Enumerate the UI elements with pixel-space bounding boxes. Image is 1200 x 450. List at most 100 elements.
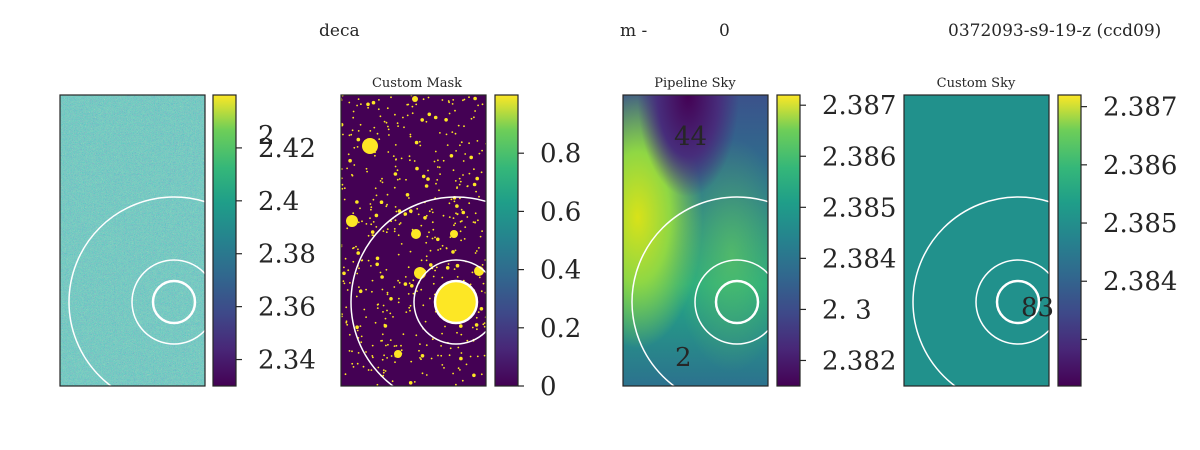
mask-pixel bbox=[370, 265, 372, 267]
mask-pixel bbox=[434, 116, 437, 119]
mask-pixel bbox=[465, 363, 468, 366]
mask-pixel bbox=[345, 321, 348, 324]
mask-pixel bbox=[379, 271, 382, 274]
mask-pixel bbox=[454, 180, 457, 182]
mask-pixel bbox=[452, 217, 455, 220]
mask-pixel bbox=[420, 224, 423, 227]
mask-pixel bbox=[395, 210, 398, 213]
mask-pixel bbox=[462, 99, 464, 102]
mask-pixel bbox=[367, 234, 370, 237]
mask-pixel bbox=[449, 154, 454, 158]
mask-pixel bbox=[474, 323, 479, 327]
mask-pixel bbox=[463, 98, 466, 101]
mask-pixel bbox=[402, 116, 404, 119]
mask-pixel bbox=[420, 354, 425, 358]
mask-pixel bbox=[458, 177, 461, 180]
colorbar-2: 0 0.2 0.4 0.6 0.8 bbox=[494, 94, 581, 402]
mask-pixel bbox=[347, 153, 350, 156]
mask-pixel bbox=[409, 209, 413, 213]
mask-pixel bbox=[425, 259, 428, 262]
mask-pixel bbox=[416, 290, 418, 292]
mask-pixel bbox=[356, 329, 359, 332]
mask-pixel bbox=[456, 331, 458, 334]
mask-pixel bbox=[410, 360, 413, 363]
mask-pixel bbox=[415, 166, 419, 171]
mask-pixel bbox=[408, 155, 411, 158]
mask-pixel bbox=[459, 356, 463, 361]
mask-pixel bbox=[453, 268, 456, 270]
mask-pixel bbox=[375, 194, 378, 197]
mask-pixel bbox=[441, 332, 443, 335]
colorbar-tick-label: 2.36 bbox=[258, 293, 316, 323]
mask-pixel bbox=[474, 221, 477, 224]
mask-pixel bbox=[468, 202, 471, 205]
mask-pixel bbox=[362, 365, 365, 368]
mask-pixel bbox=[461, 210, 466, 215]
mask-pixel bbox=[459, 197, 461, 200]
mask-pixel bbox=[463, 125, 465, 128]
mask-pixel bbox=[436, 237, 440, 242]
mask-pixel bbox=[475, 316, 478, 319]
mask-pixel bbox=[434, 236, 436, 239]
mask-pixel bbox=[468, 172, 471, 175]
mask-pixel bbox=[453, 200, 456, 203]
mask-pixel bbox=[374, 321, 377, 324]
mask-pixel bbox=[439, 248, 442, 250]
masked-source bbox=[412, 96, 418, 102]
mask-pixel bbox=[371, 279, 374, 282]
colorbar-gradient bbox=[213, 95, 236, 386]
mask-pixel bbox=[457, 124, 460, 127]
mask-pixel bbox=[442, 159, 445, 162]
mask-pixel bbox=[381, 358, 384, 361]
mask-pixel bbox=[409, 250, 412, 253]
mask-pixel bbox=[439, 132, 441, 134]
mask-pixel bbox=[370, 206, 373, 209]
masked-source bbox=[450, 230, 458, 238]
mask-pixel bbox=[382, 374, 385, 377]
mask-pixel bbox=[451, 131, 454, 134]
mask-pixel bbox=[454, 222, 457, 225]
mask-pixel bbox=[420, 118, 425, 122]
mask-pixel bbox=[389, 339, 392, 341]
mask-pixel bbox=[455, 383, 457, 386]
panel-custom-mask bbox=[340, 94, 487, 387]
annulus-circles bbox=[68, 196, 205, 386]
mask-pixel bbox=[474, 252, 477, 254]
colorbar-tick-label: 0.2 bbox=[540, 314, 581, 344]
mask-pixel bbox=[379, 200, 384, 204]
mask-pixel bbox=[360, 335, 363, 338]
mask-pixel bbox=[415, 334, 418, 337]
mask-pixel bbox=[353, 146, 356, 149]
inner-circle bbox=[714, 279, 760, 325]
inner-circle bbox=[151, 279, 197, 325]
panel-frame bbox=[622, 94, 769, 387]
colorbar-tick-label: 2.387 bbox=[1103, 93, 1177, 123]
mask-pixel bbox=[355, 295, 358, 298]
mask-pixel bbox=[475, 250, 478, 252]
mask-pixel bbox=[396, 169, 399, 172]
mask-pixel bbox=[376, 132, 379, 135]
overlay-text: 2 bbox=[675, 343, 692, 373]
mask-pixel bbox=[395, 158, 397, 161]
mask-pixel bbox=[479, 235, 482, 238]
mask-pixel bbox=[371, 355, 374, 357]
panel-title-custom-sky: Custom Sky bbox=[937, 76, 1016, 91]
mask-pixel bbox=[420, 259, 423, 262]
mask-pixel bbox=[407, 266, 410, 269]
mask-pixel bbox=[474, 110, 476, 112]
mask-pixel bbox=[454, 249, 457, 252]
mask-pixel bbox=[381, 333, 384, 336]
mask-pixel bbox=[344, 373, 347, 376]
colorbar-tick-label: 2 bbox=[258, 121, 275, 151]
mask-pixel bbox=[435, 182, 437, 185]
mask-pixel bbox=[366, 102, 370, 107]
mask-pixel bbox=[477, 219, 479, 222]
mask-pixel bbox=[483, 322, 486, 324]
masked-source bbox=[394, 350, 402, 358]
mask-pixel bbox=[411, 105, 414, 108]
mask-pixel bbox=[460, 352, 463, 354]
mask-pixel bbox=[386, 309, 388, 312]
mask-pixel bbox=[361, 220, 363, 223]
annulus-circles bbox=[350, 196, 486, 386]
